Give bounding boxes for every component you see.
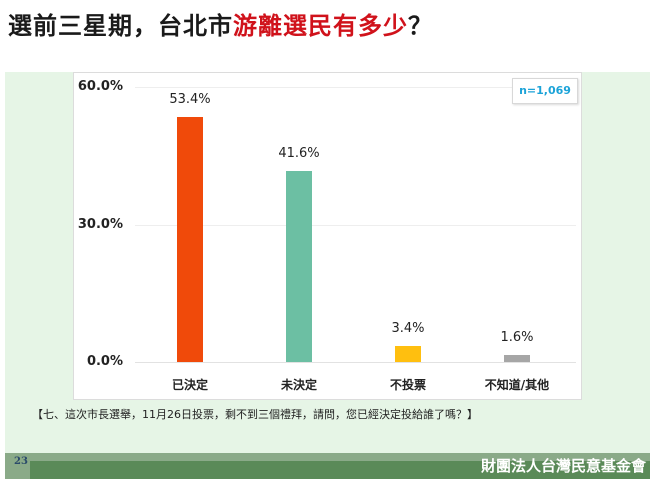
- value-label: 41.6%: [278, 146, 320, 162]
- gridline: [135, 224, 576, 226]
- bar: [286, 171, 312, 362]
- page-number: 23: [14, 456, 28, 467]
- footer-bar: [5, 453, 650, 479]
- category-label: 不知道/其他: [484, 378, 550, 392]
- title-highlight: 游離選民有多少: [233, 12, 408, 40]
- bar: [395, 346, 421, 362]
- sample-size-badge: n=1,069: [512, 78, 578, 104]
- footer-band: [30, 461, 650, 479]
- bar: [504, 354, 530, 362]
- category-label: 不投票: [389, 378, 426, 392]
- category-label: 未決定: [280, 378, 317, 392]
- x-axis-line: [135, 362, 576, 363]
- category-label: 已決定: [171, 378, 208, 392]
- page-title: 選前三星期，台北市游離選民有多少？: [8, 6, 433, 41]
- value-label: 1.6%: [500, 329, 534, 345]
- value-label: 3.4%: [391, 321, 425, 337]
- title-suffix: ？: [408, 12, 433, 40]
- title-text: 選前三星期，台北市: [8, 12, 233, 40]
- y-tick-label: 30.0%: [77, 216, 123, 232]
- y-tick-label: 60.0%: [77, 79, 123, 94]
- organization-name: 財團法人台灣民意基金會: [480, 457, 646, 475]
- value-label: 53.4%: [169, 92, 211, 108]
- chart-area: 0.0% 30.0% 60.0% 53.4% 已決定 41.6% 未決定 3.4% 不投票 1.6…: [73, 72, 582, 400]
- gridline: [135, 87, 576, 88]
- bar: [177, 117, 203, 362]
- survey-question: 【七、這次市長選舉，11月26日投票，剩不到三個禮拜，請問，您已經決定投給誰了嗎…: [32, 408, 478, 421]
- y-tick-label: 0.0%: [86, 354, 123, 369]
